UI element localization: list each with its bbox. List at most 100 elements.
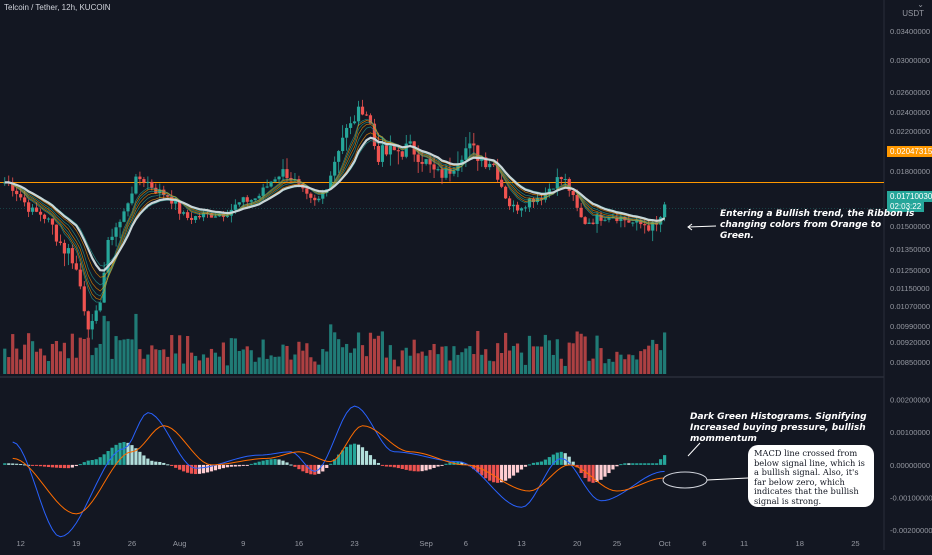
volume-bar: [472, 354, 476, 374]
candle-body: [583, 217, 587, 224]
candle-body: [337, 151, 341, 162]
candle-body: [241, 197, 245, 203]
candle-body: [476, 145, 480, 161]
histogram-bar: [82, 462, 86, 465]
ribbon-arrow: [687, 225, 717, 228]
volume-bar: [496, 343, 500, 374]
time-tick-label: 6: [464, 539, 468, 548]
histogram-bar: [555, 452, 559, 465]
volume-bar: [567, 342, 571, 374]
volume-bars: [3, 313, 667, 374]
histogram-bar: [249, 463, 253, 465]
candle-body: [257, 195, 261, 199]
volume-bar: [309, 357, 313, 374]
volume-bar: [150, 345, 154, 374]
volume-bar: [225, 365, 229, 374]
candle-body: [428, 159, 432, 165]
candle-body: [150, 181, 154, 188]
bar-countdown: 02:03:22: [887, 201, 925, 212]
candle-body: [82, 286, 86, 312]
symbol-title: Telcoin / Tether, 12h, KUCOIN: [4, 3, 111, 12]
histogram-bar: [619, 464, 623, 466]
histogram-bar: [651, 463, 655, 465]
volume-bar: [110, 358, 114, 374]
candle-body: [523, 207, 528, 209]
macd-axis: 0.00200000 0.00100000 0.00000000 -0.0010000…: [890, 396, 932, 536]
macd-tick-label: 0.00000000: [890, 461, 930, 470]
candle-body: [114, 227, 118, 237]
histogram-bar: [281, 460, 285, 465]
candle-body: [313, 197, 317, 201]
volume-bar: [504, 332, 508, 374]
candle-body: [663, 204, 667, 218]
candle-body: [269, 181, 273, 187]
candle-body: [571, 190, 575, 196]
histogram-bar: [305, 464, 309, 474]
histogram-bar: [193, 464, 198, 475]
volume-bar: [213, 352, 218, 374]
volume-bar: [229, 338, 233, 374]
candle-body: [643, 224, 647, 226]
volume-bar: [432, 343, 436, 374]
volume-bar: [102, 315, 106, 374]
histogram-bar: [225, 464, 229, 468]
candle-body: [98, 302, 102, 311]
candle-body: [86, 311, 90, 330]
candle-body: [376, 146, 381, 162]
histogram-bar: [114, 444, 118, 465]
volume-bar: [289, 359, 293, 374]
price-tick-label: 0.01150000: [890, 284, 930, 293]
macd-tick-label: 0.00100000: [890, 428, 930, 437]
candle-body: [452, 170, 456, 174]
candle-body: [507, 198, 512, 207]
histogram-bar: [58, 464, 63, 468]
histogram-bar: [444, 463, 448, 465]
histogram-bar: [189, 464, 194, 474]
candle-body: [321, 192, 325, 199]
candle-body: [595, 214, 599, 224]
volume-bar: [492, 361, 496, 374]
histogram-bar: [416, 464, 420, 472]
candle-body: [261, 187, 265, 196]
candle-body: [106, 239, 110, 273]
candle-body: [348, 123, 353, 128]
volume-bar: [627, 354, 631, 374]
ribbon-band: [4, 126, 665, 286]
candle-body: [408, 141, 412, 144]
candle-body: [138, 176, 142, 180]
candle-body: [352, 121, 357, 124]
volume-bar: [639, 351, 643, 374]
volume-bar: [285, 345, 289, 374]
candle-body: [615, 217, 619, 222]
volume-bar: [142, 358, 146, 374]
histogram-bar: [615, 464, 619, 467]
currency-menu[interactable]: ⌄ USDT: [902, 0, 924, 18]
volume-bar: [197, 360, 202, 374]
candle-body: [273, 179, 277, 182]
volume-bar: [607, 358, 611, 374]
histogram-arrow: [687, 442, 701, 457]
macd-tick-label: -0.00200000: [890, 526, 932, 535]
currency-label: USDT: [902, 9, 924, 18]
candle-body: [166, 194, 170, 197]
volume-bar: [273, 356, 277, 374]
volume-bar: [257, 357, 261, 374]
time-tick-label: 25: [613, 539, 621, 548]
volume-bar: [663, 332, 667, 374]
volume-bar: [595, 335, 599, 374]
candle-body: [484, 157, 488, 168]
volume-bar: [404, 347, 408, 374]
time-tick-label: 19: [72, 539, 80, 548]
candle-body: [34, 207, 39, 212]
candle-body: [94, 310, 98, 321]
histogram-bar: [154, 461, 158, 465]
histogram-bar: [627, 463, 631, 465]
candle-body: [182, 212, 186, 214]
candle-body: [436, 169, 440, 171]
histogram-bar: [575, 464, 579, 468]
time-axis: 12 19 26 Aug 9 16 23 Sep 6 13 20 25 Oct 6 11 18 25: [16, 539, 859, 548]
histogram-bar: [420, 464, 424, 472]
histogram-bar: [201, 464, 206, 474]
